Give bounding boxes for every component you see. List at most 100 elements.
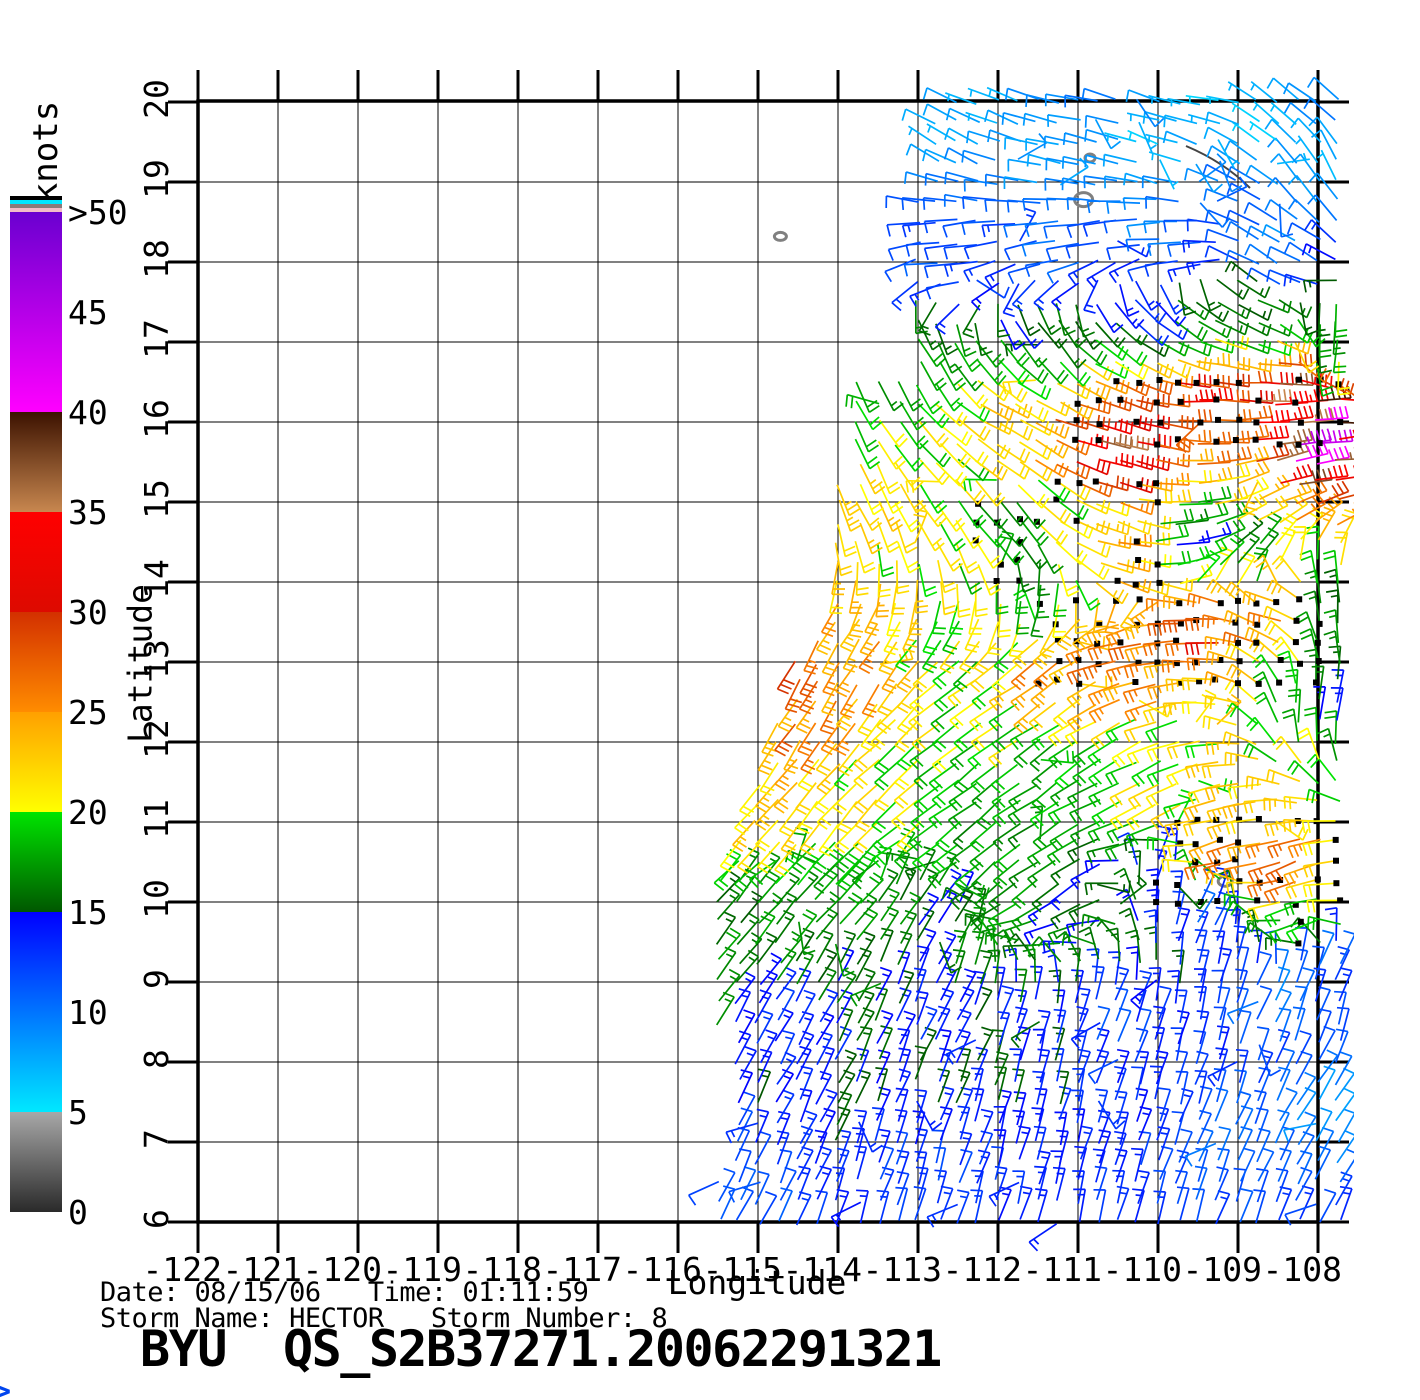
wind-barb	[1090, 722, 1121, 750]
rain-flag-marker	[1154, 659, 1161, 666]
wind-barb	[1260, 371, 1294, 386]
wind-barb	[1118, 907, 1140, 941]
wind-barb	[1115, 987, 1129, 1022]
wind-barb	[1295, 1050, 1313, 1085]
wind-barb	[1246, 919, 1281, 933]
wind-barb	[1049, 823, 1079, 851]
wind-barb	[1130, 979, 1158, 1009]
wind-barb	[1317, 727, 1338, 761]
wind-barb	[926, 123, 956, 142]
wind-barb	[998, 359, 1030, 385]
wind-barb	[1003, 176, 1038, 190]
wind-barb	[997, 303, 1010, 338]
wind-barb	[834, 722, 856, 756]
wind-barb	[776, 1110, 791, 1146]
rain-flag-marker	[1132, 679, 1139, 685]
wind-barb	[1164, 642, 1199, 657]
wind-barb	[904, 860, 938, 882]
wind-barb	[1292, 526, 1307, 560]
wind-barb	[1081, 87, 1116, 101]
wind-barb	[1198, 1127, 1214, 1162]
wind-barb	[1011, 279, 1036, 312]
wind-barb	[1184, 167, 1219, 182]
wind-barb	[959, 968, 977, 1003]
rain-flag-marker	[1192, 659, 1198, 666]
wind-barb	[967, 87, 1000, 101]
wind-barb	[1052, 698, 1081, 729]
wind-barb	[1095, 303, 1124, 334]
rain-flag-marker	[1076, 480, 1083, 487]
wind-barb	[943, 147, 978, 165]
wind-barb	[817, 948, 838, 983]
wind-barb	[1302, 279, 1337, 293]
wind-barb	[1019, 461, 1053, 482]
rain-flag-marker	[1035, 680, 1042, 687]
wind-barb	[1033, 1125, 1047, 1160]
wind-barb	[1030, 965, 1043, 1000]
wind-barb	[1295, 1166, 1313, 1201]
wind-barb	[774, 1007, 794, 1042]
rain-flag-marker	[1216, 836, 1223, 843]
wind-barb	[1016, 559, 1036, 593]
wind-barb	[815, 891, 841, 923]
wind-barb	[1115, 888, 1139, 921]
wind-barb	[897, 950, 911, 985]
wind-barb	[1117, 1007, 1132, 1042]
wind-barb	[1295, 135, 1319, 164]
wind-barb	[1235, 424, 1270, 441]
wind-barb	[1243, 798, 1277, 814]
wind-barb	[829, 580, 844, 615]
wind-barb	[1196, 948, 1210, 983]
wind-barb	[1301, 243, 1336, 261]
rain-flag-marker	[997, 561, 1004, 568]
wind-barb	[1028, 1223, 1058, 1252]
wind-barb	[966, 130, 1001, 144]
wind-barb	[1332, 339, 1347, 374]
wind-barb	[1199, 279, 1222, 312]
wind-barb	[1057, 382, 1092, 400]
wind-barb	[1217, 1126, 1232, 1161]
wind-barb	[1096, 1027, 1110, 1062]
wind-barb	[1114, 302, 1145, 329]
wind-barb	[1304, 648, 1317, 683]
wind-barb	[860, 718, 882, 752]
wind-barb	[1247, 861, 1281, 883]
wind-barb	[1185, 258, 1220, 276]
rain-flag-marker	[1232, 856, 1239, 863]
rain-flag-marker	[1316, 440, 1323, 447]
wind-barb	[1138, 970, 1153, 1005]
wind-barb	[1279, 526, 1297, 561]
wind-barb	[971, 903, 1001, 931]
wind-barb	[1279, 1047, 1296, 1082]
wind-barb	[910, 802, 938, 832]
x-tick-label: -110	[1103, 1250, 1182, 1289]
wind-barb	[987, 902, 1018, 931]
wind-barb	[1186, 657, 1221, 671]
wind-barb	[1307, 915, 1341, 930]
wind-barb	[908, 601, 923, 636]
wind-barb	[761, 722, 779, 757]
wind-barb	[974, 459, 1008, 481]
wind-barb	[878, 419, 908, 448]
wind-barb	[1177, 356, 1213, 372]
wind-barb	[1160, 508, 1195, 525]
wind-barb	[1216, 278, 1250, 300]
rain-flag-marker	[1134, 621, 1141, 628]
wind-barb	[1070, 1021, 1101, 1049]
wind-barb	[1055, 498, 1089, 521]
wind-barb	[956, 443, 989, 467]
wind-barb	[1320, 377, 1354, 396]
wind-barb	[1306, 788, 1341, 804]
wind-barb	[776, 1089, 795, 1124]
wind-barb	[1136, 414, 1171, 430]
wind-barb	[1015, 600, 1030, 635]
wind-barb	[1180, 448, 1214, 462]
wind-barb	[856, 907, 879, 941]
wind-barb	[919, 1026, 937, 1061]
wind-barb	[720, 1185, 736, 1220]
wind-barb	[919, 442, 951, 468]
wind-barb	[1135, 98, 1165, 128]
wind-barb	[988, 882, 1016, 912]
wind-barb	[1051, 282, 1080, 312]
rain-flag-marker	[1117, 396, 1124, 403]
